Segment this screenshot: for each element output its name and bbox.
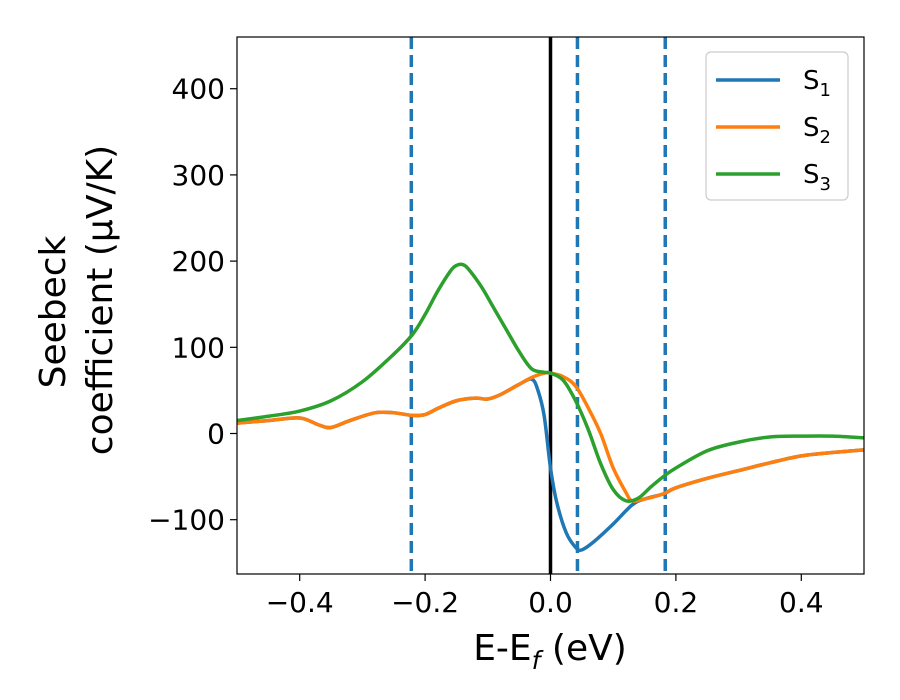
- x-tick-label: 0.4: [779, 586, 824, 619]
- legend-label-s3: S3: [803, 160, 831, 195]
- series-lines: [237, 262, 864, 553]
- y-axis-label-line2: coefficient (μV/K): [80, 145, 121, 455]
- series-line-s3: [237, 262, 864, 504]
- y-tick-label: −100: [148, 504, 225, 537]
- y-tick-label: 400: [172, 73, 225, 106]
- vertical-reference-lines: [409, 37, 667, 574]
- x-axis-label-main: E-E: [473, 628, 531, 669]
- x-tick-label: 0.2: [654, 586, 699, 619]
- x-tick-label: 0.0: [528, 586, 573, 619]
- legend-label-s1: S1: [803, 66, 831, 101]
- y-axis-ticks: −100 0 100 200 300 400: [148, 73, 237, 537]
- x-axis-label: E-Ef (eV): [473, 628, 627, 675]
- legend: S1 S2 S3: [705, 51, 849, 201]
- y-tick-label: 0: [207, 418, 225, 451]
- y-axis-label-line1: Seebeck: [33, 235, 74, 388]
- y-tick-label: 100: [172, 331, 225, 364]
- y-tick-label: 300: [172, 159, 225, 192]
- x-axis-label-tail: (eV): [540, 628, 626, 669]
- y-tick-label: 200: [172, 245, 225, 278]
- x-tick-label: −0.2: [391, 586, 459, 619]
- x-tick-label: −0.4: [266, 586, 334, 619]
- x-axis-ticks: −0.4 −0.2 0.0 0.2 0.4: [266, 574, 824, 619]
- legend-label-s2: S2: [803, 113, 831, 148]
